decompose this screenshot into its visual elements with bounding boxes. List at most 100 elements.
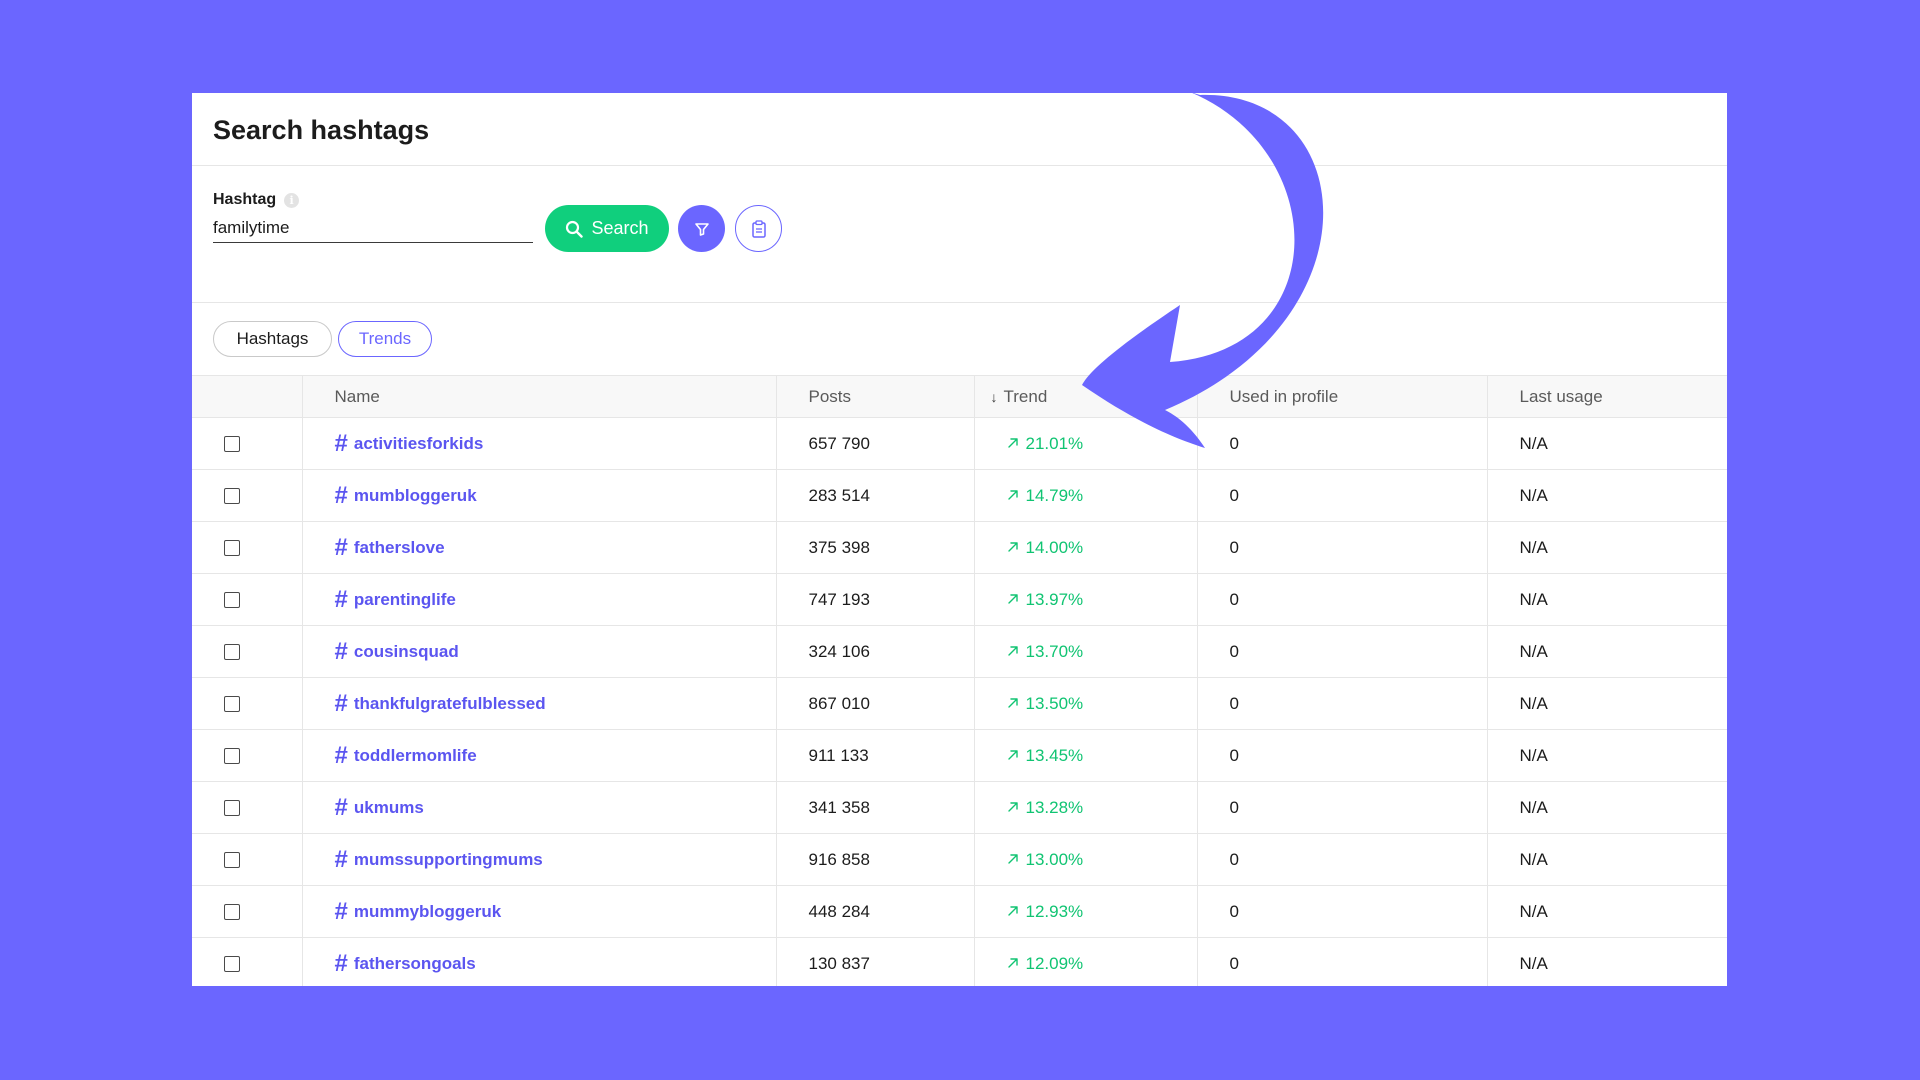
- trend-cell: 14.79%: [973, 469, 1197, 522]
- last-usage-cell: N/A: [1486, 625, 1727, 678]
- hashtag-link[interactable]: # mummybloggeruk: [334, 897, 502, 925]
- hashtag-link[interactable]: # fathersongoals: [334, 949, 476, 977]
- row-select-cell: [192, 729, 302, 782]
- trend-up-icon: [1007, 538, 1019, 558]
- table-row: # mumbloggeruk 283 514 14.79% 0 N/A: [192, 469, 1727, 522]
- last-usage-cell: N/A: [1486, 677, 1727, 730]
- filter-button[interactable]: [678, 205, 725, 252]
- posts-cell: 341 358: [775, 781, 974, 834]
- row-checkbox[interactable]: [224, 695, 240, 712]
- hashtag-name: fatherslove: [353, 537, 445, 557]
- header-trend[interactable]: ↓ Trend: [973, 375, 1197, 418]
- row-checkbox[interactable]: [224, 799, 240, 816]
- posts-cell: 916 858: [775, 833, 974, 886]
- row-checkbox[interactable]: [224, 487, 240, 504]
- hashtag-link[interactable]: # cousinsquad: [335, 639, 459, 664]
- posts-cell: 911 133: [775, 729, 974, 782]
- divider: [192, 165, 1727, 166]
- hashtag-link[interactable]: # activitiesforkids: [334, 429, 484, 457]
- header-posts[interactable]: Posts: [775, 375, 974, 418]
- header-used-in-profile[interactable]: Used in profile: [1196, 375, 1487, 418]
- used-in-profile-cell: 0: [1196, 781, 1487, 834]
- row-checkbox[interactable]: [224, 955, 240, 972]
- trend-value: 13.00%: [1025, 849, 1084, 869]
- used-in-profile-cell: 0: [1196, 573, 1487, 626]
- table-row: # activitiesforkids 657 790 21.01% 0 N/A: [192, 417, 1727, 470]
- trend-up-icon: [1007, 850, 1019, 870]
- hashtag-link[interactable]: # ukmums: [334, 793, 424, 821]
- row-checkbox[interactable]: [224, 435, 240, 452]
- hashtag-link[interactable]: # fatherslove: [334, 533, 445, 561]
- used-in-profile-cell: 0: [1196, 521, 1487, 574]
- posts-cell: 448 284: [775, 885, 974, 938]
- hashtag-link[interactable]: # thankfulgratefulblessed: [334, 689, 546, 717]
- header-last-usage[interactable]: Last usage: [1486, 375, 1727, 418]
- hashtag-name-cell: # ukmums: [301, 781, 776, 834]
- hashtag-link[interactable]: # mumbloggeruk: [335, 483, 477, 508]
- page-title: Search hashtags: [213, 115, 430, 145]
- hashtag-name: mummybloggeruk: [353, 901, 502, 921]
- posts-cell: 867 010: [775, 677, 974, 730]
- last-usage-cell: N/A: [1486, 417, 1727, 470]
- hashtag-field-label: Hashtag i: [213, 191, 300, 209]
- search-button[interactable]: Search: [545, 205, 669, 252]
- hashtag-icon: #: [334, 429, 348, 457]
- last-usage-cell: N/A: [1486, 469, 1727, 522]
- row-select-cell: [192, 885, 302, 938]
- hashtag-icon: #: [334, 897, 348, 925]
- search-button-label: Search: [591, 218, 649, 238]
- hashtag-icon: #: [334, 793, 348, 821]
- table-row: # thankfulgratefulblessed 867 010 13.50% 0 N/…: [192, 677, 1727, 730]
- trend-value: 13.97%: [1025, 589, 1084, 609]
- trend-value: 13.28%: [1025, 797, 1084, 817]
- last-usage-cell: N/A: [1486, 781, 1727, 834]
- row-checkbox[interactable]: [224, 539, 240, 556]
- hashtag-name-cell: # fatherslove: [301, 521, 776, 574]
- row-checkbox[interactable]: [224, 747, 240, 764]
- hashtag-name: activitiesforkids: [353, 433, 484, 453]
- trend-cell: 14.00%: [973, 521, 1197, 574]
- hashtag-name-cell: # mumbloggeruk: [301, 469, 776, 522]
- clipboard-button[interactable]: [735, 205, 782, 252]
- trend-value: 21.01%: [1025, 433, 1084, 453]
- hashtag-icon: #: [334, 689, 348, 717]
- hashtag-link[interactable]: # mumssupportingmums: [334, 845, 543, 873]
- last-usage-cell: N/A: [1486, 885, 1727, 938]
- trend-up-icon: [1007, 642, 1019, 662]
- search-icon: [566, 220, 584, 238]
- hashtag-icon: #: [334, 845, 348, 873]
- filter-icon: [694, 222, 709, 236]
- header-name[interactable]: Name: [301, 375, 776, 418]
- trend-cell: 21.01%: [973, 417, 1197, 470]
- tab-hashtags[interactable]: Hashtags: [213, 321, 332, 357]
- info-icon[interactable]: i: [284, 192, 300, 208]
- row-select-cell: [192, 417, 302, 470]
- row-checkbox[interactable]: [224, 903, 240, 920]
- row-checkbox[interactable]: [224, 851, 240, 868]
- trend-value: 13.50%: [1025, 693, 1084, 713]
- hashtag-icon: #: [334, 949, 348, 977]
- hashtag-icon: #: [334, 533, 348, 561]
- trend-up-icon: [1007, 902, 1019, 922]
- row-checkbox[interactable]: [224, 591, 240, 608]
- tab-trends[interactable]: Trends: [338, 321, 432, 357]
- arrow-down-icon: ↓: [990, 388, 998, 405]
- trend-up-icon: [1007, 746, 1019, 766]
- posts-cell: 747 193: [775, 573, 974, 626]
- hashtag-name: ukmums: [353, 797, 424, 817]
- hashtag-name-cell: # activitiesforkids: [301, 417, 776, 470]
- last-usage-cell: N/A: [1486, 729, 1727, 782]
- hashtag-link[interactable]: # toddlermomlife: [334, 741, 477, 769]
- hashtag-name: parentinglife: [353, 589, 456, 609]
- row-checkbox[interactable]: [224, 643, 240, 660]
- hashtag-input[interactable]: [213, 214, 533, 243]
- hashtag-link[interactable]: # parentinglife: [335, 587, 456, 612]
- table-row: # mummybloggeruk 448 284 12.93% 0 N/A: [192, 885, 1727, 938]
- last-usage-cell: N/A: [1486, 833, 1727, 886]
- trend-cell: 13.97%: [973, 573, 1197, 626]
- table-row: # fathersongoals 130 837 12.09% 0 N/A: [192, 937, 1727, 986]
- trend-cell: 12.09%: [973, 937, 1197, 986]
- hashtag-icon: #: [334, 741, 348, 769]
- row-select-cell: [192, 937, 302, 986]
- table-row: # toddlermomlife 911 133 13.45% 0 N/A: [192, 729, 1727, 782]
